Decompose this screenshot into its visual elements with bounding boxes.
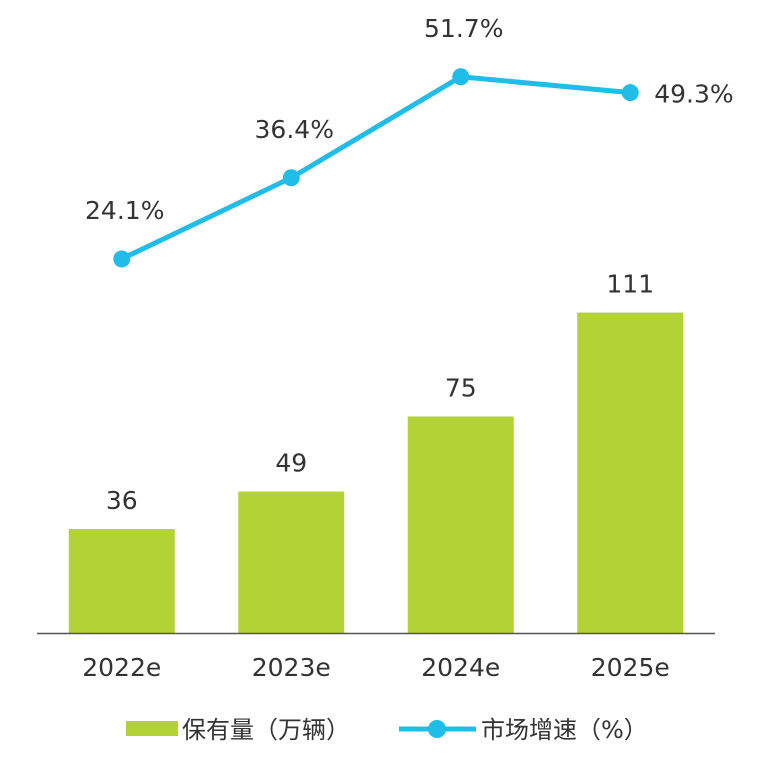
bar-label-2025e: 111 [606,270,654,299]
bar-value-labels: 36 49 75 111 [106,270,654,516]
growth-label-2024e: 51.7% [424,14,503,43]
growth-label-2022e: 24.1% [85,196,164,225]
growth-point-2022e [113,250,131,268]
line-series [113,68,639,268]
bar-label-2023e: 49 [275,449,307,478]
x-axis-tick-labels: 2022e 2023e 2024e 2025e [82,653,670,682]
x-tick-2022e: 2022e [82,653,161,682]
line-value-labels: 24.1% 36.4% 51.7% 49.3% [85,14,734,225]
legend-bar-swatch [126,721,178,736]
legend-bar-label: 保有量（万辆） [182,716,350,744]
growth-line [119,74,633,262]
growth-label-2023e: 36.4% [255,115,334,144]
growth-point-2024e [452,68,470,86]
bar-label-2024e: 75 [445,373,477,402]
bar-2022e [68,529,175,633]
legend-line-marker [428,720,446,738]
growth-point-2023e [282,169,300,187]
growth-point-2025e [621,84,639,102]
bar-2024e [407,416,514,633]
bar-2023e [238,491,345,633]
x-tick-2025e: 2025e [591,653,670,682]
legend: 保有量（万辆） 市场增速（%） [126,716,648,744]
bar-series [68,312,684,633]
x-tick-2024e: 2024e [421,653,500,682]
legend-line-label: 市场增速（%） [481,716,648,744]
bar-2025e [577,312,684,633]
growth-label-2025e: 49.3% [654,80,733,109]
bar-label-2022e: 36 [106,486,138,515]
x-tick-2023e: 2023e [252,653,331,682]
